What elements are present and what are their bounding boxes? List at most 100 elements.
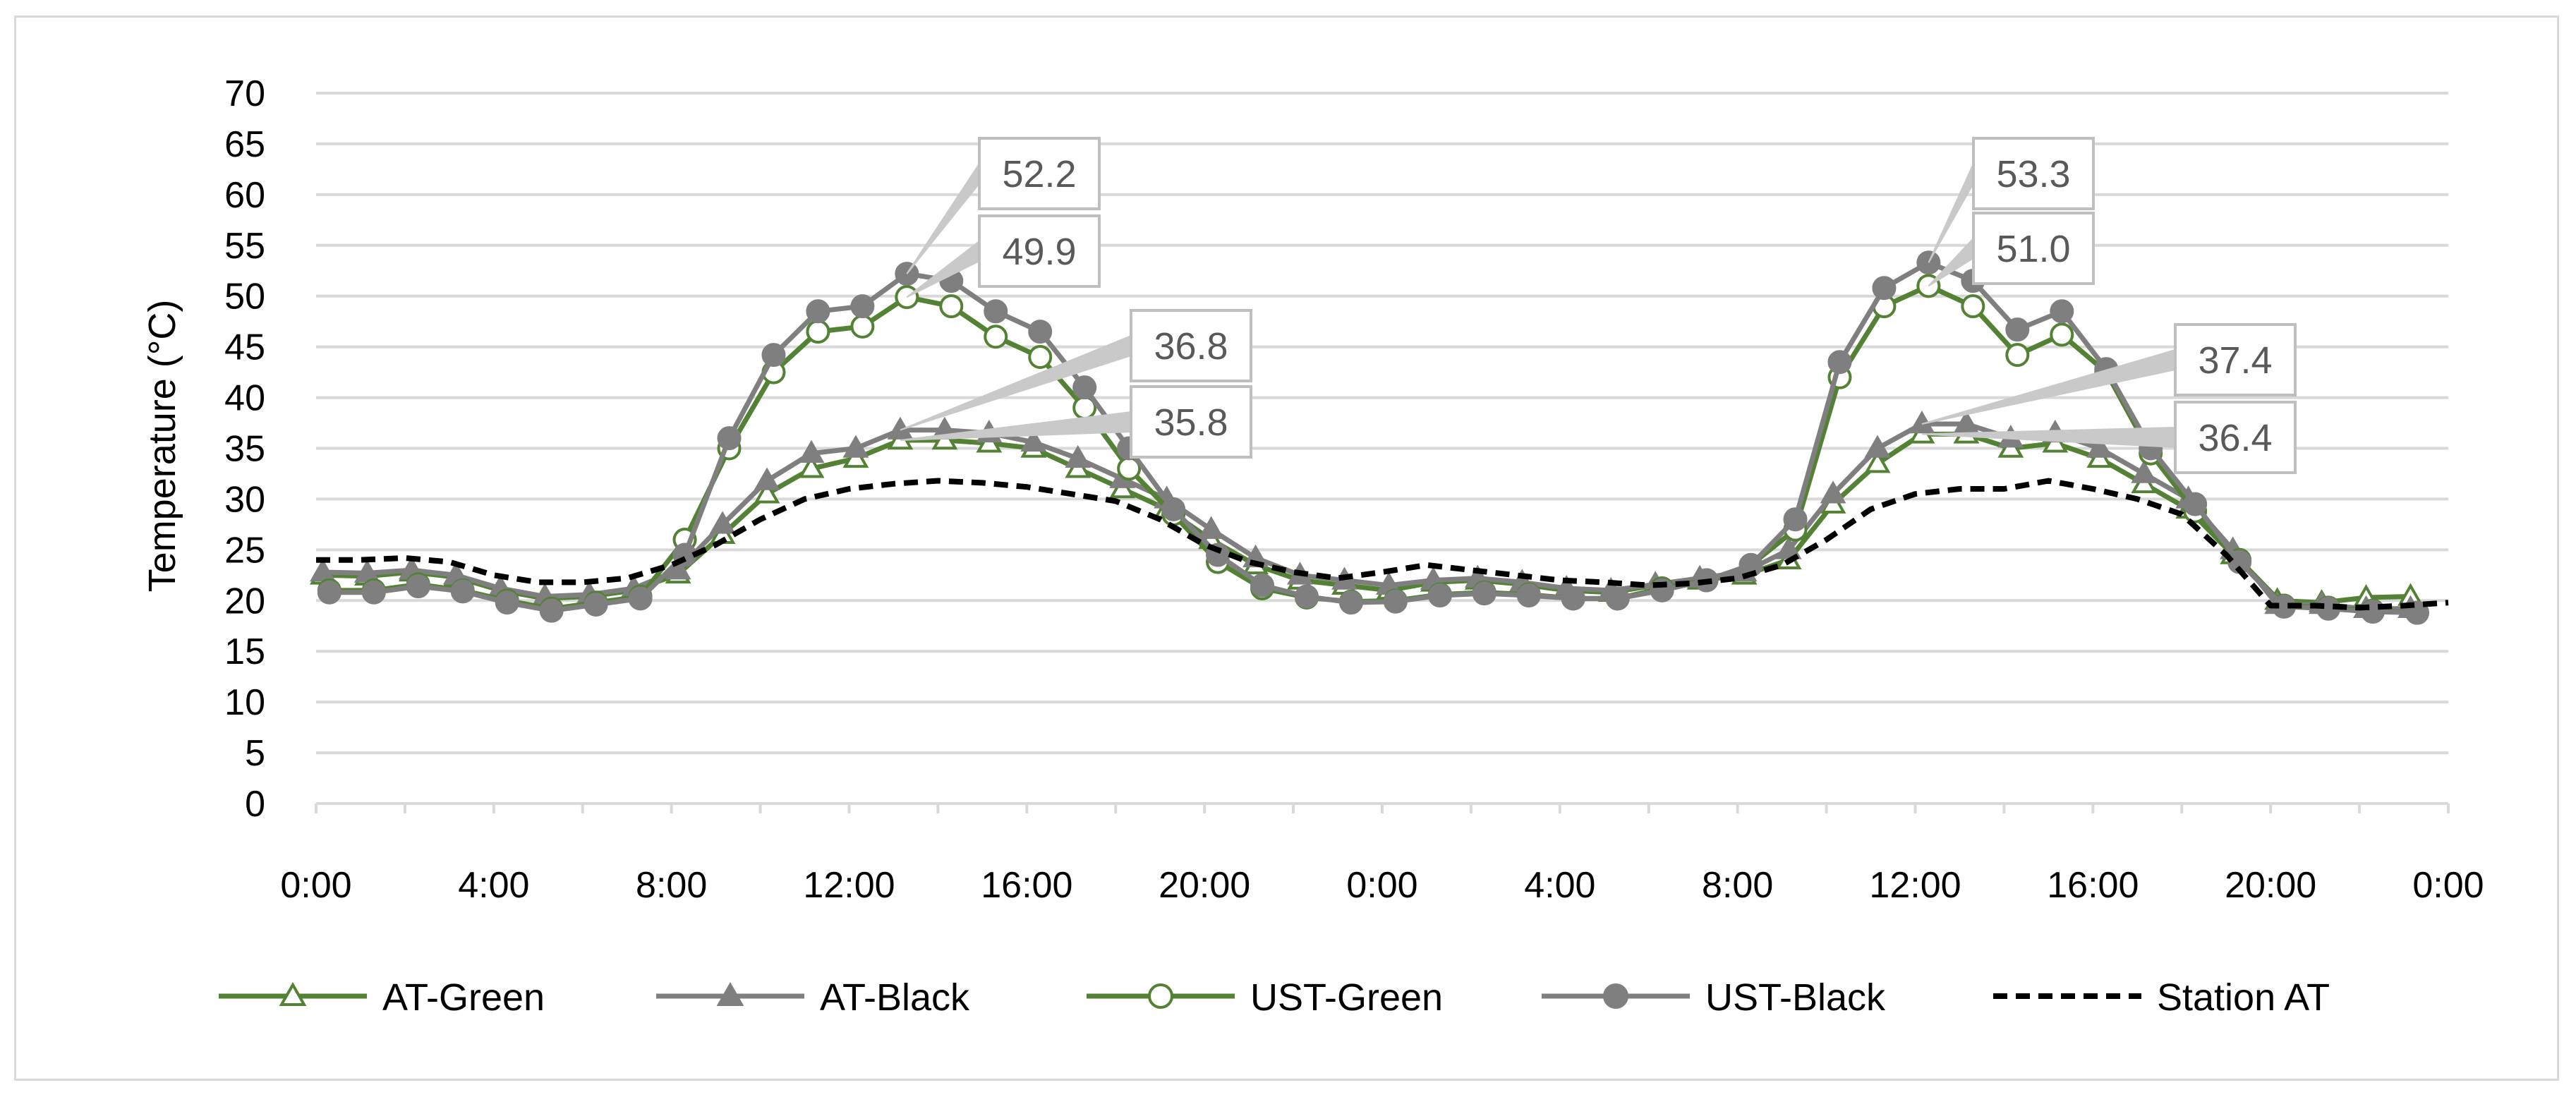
data-point xyxy=(1020,428,1047,452)
legend-label: UST-Green xyxy=(1250,976,1443,1019)
data-label-text: 35.8 xyxy=(1154,401,1228,444)
y-tick-label: 0 xyxy=(245,784,265,825)
y-tick-label: 70 xyxy=(224,73,265,114)
legend-item-at-black: AT-Black xyxy=(656,976,970,1019)
data-point xyxy=(279,981,307,1006)
data-point xyxy=(583,593,608,617)
data-point xyxy=(495,590,519,615)
y-tick-label: 60 xyxy=(224,175,265,216)
data-point xyxy=(798,440,825,463)
data-point xyxy=(1198,516,1225,539)
y-tick-label: 15 xyxy=(224,631,265,672)
data-point xyxy=(1383,589,1408,614)
data-point xyxy=(2183,492,2208,516)
data-point xyxy=(1028,320,1053,344)
data-point xyxy=(1864,435,1891,458)
data-point xyxy=(628,586,653,611)
data-labels: 52.2 49.9 36.8 35.8 53.3 51.0 37.4 36.4 xyxy=(900,137,2297,474)
data-point xyxy=(806,320,830,344)
legend-item-ust-black: UST-Black xyxy=(1542,976,1886,1019)
data-point xyxy=(984,299,1008,324)
data-label: 36.4 xyxy=(1921,401,2297,474)
x-tick-label: 12:00 xyxy=(803,865,895,906)
data-point xyxy=(754,480,780,504)
y-tick-label: 30 xyxy=(224,479,265,520)
data-point xyxy=(709,511,736,534)
x-tick-label: 8:00 xyxy=(1702,865,1773,906)
data-point xyxy=(2050,322,2074,347)
chart-frame xyxy=(14,16,2559,1081)
data-point xyxy=(1148,983,1173,1009)
data-point xyxy=(1028,345,1053,370)
x-tick-label: 20:00 xyxy=(1159,865,1250,906)
data-point xyxy=(1338,590,1363,615)
data-label-text: 36.8 xyxy=(1154,325,1228,368)
data-point xyxy=(309,558,336,582)
data-label-box xyxy=(2174,401,2297,474)
data-point xyxy=(806,299,830,324)
x-tick-label: 0:00 xyxy=(1346,865,1417,906)
legend-item-ust-green: UST-Green xyxy=(1087,976,1443,1019)
data-point xyxy=(716,981,744,1006)
y-tick-label: 40 xyxy=(224,378,265,419)
x-tick-label: 16:00 xyxy=(981,865,1072,906)
y-tick-label: 20 xyxy=(224,581,265,622)
data-point xyxy=(754,467,780,490)
x-tick-label: 16:00 xyxy=(2047,865,2139,906)
y-tick-label: 35 xyxy=(224,429,265,470)
data-point xyxy=(761,343,786,368)
x-tick-label: 4:00 xyxy=(458,865,529,906)
data-point xyxy=(1820,480,1846,504)
data-point xyxy=(406,574,430,599)
data-label: 52.2 xyxy=(906,137,1101,274)
x-tick-label: 0:00 xyxy=(280,865,351,906)
data-label: 37.4 xyxy=(1921,323,2297,425)
data-point xyxy=(1864,450,1891,473)
data-point xyxy=(984,325,1008,349)
data-label-box xyxy=(1972,137,2095,210)
data-point xyxy=(2005,317,2030,342)
data-point xyxy=(1427,583,1452,608)
data-point xyxy=(1065,444,1092,468)
data-label: 53.3 xyxy=(1928,137,2095,263)
data-label-text: 36.4 xyxy=(2198,417,2272,459)
x-tick-label: 0:00 xyxy=(2412,865,2484,906)
series-line xyxy=(316,478,2449,611)
data-point xyxy=(1953,410,1980,434)
data-point xyxy=(2050,299,2074,324)
data-point xyxy=(842,435,869,458)
data-point xyxy=(1072,375,1097,400)
data-point xyxy=(1561,586,1585,611)
data-point xyxy=(1872,276,1897,301)
data-point xyxy=(798,455,825,478)
series-lines xyxy=(309,250,2449,625)
legend-label: AT-Black xyxy=(820,976,970,1019)
data-point xyxy=(1250,573,1275,598)
data-point xyxy=(2131,460,2158,483)
data-point xyxy=(1516,583,1541,608)
data-point xyxy=(539,598,564,623)
series-station-at xyxy=(316,478,2449,611)
data-point xyxy=(1961,294,1985,319)
legend-label: AT-Green xyxy=(382,976,545,1019)
data-label-text: 53.3 xyxy=(1996,153,2070,195)
gridlines xyxy=(316,92,2448,755)
data-label-box xyxy=(978,214,1101,288)
data-point xyxy=(317,580,341,605)
legend-label: Station AT xyxy=(2157,976,2330,1019)
data-point xyxy=(1472,581,1496,606)
data-label: 35.8 xyxy=(900,385,1252,459)
y-tick-label: 65 xyxy=(224,124,265,165)
data-label: 51.0 xyxy=(1928,212,2095,287)
y-tick-label: 10 xyxy=(224,682,265,723)
x-tick-label: 12:00 xyxy=(1869,865,1961,906)
legend-label: UST-Black xyxy=(1705,976,1886,1019)
data-label: 49.9 xyxy=(906,214,1101,298)
x-tick-label: 20:00 xyxy=(2225,865,2316,906)
data-point xyxy=(1775,536,1802,559)
data-point xyxy=(850,314,875,339)
data-label-box xyxy=(2174,323,2297,396)
data-point xyxy=(1603,983,1628,1009)
y-tick-label: 50 xyxy=(224,277,265,317)
